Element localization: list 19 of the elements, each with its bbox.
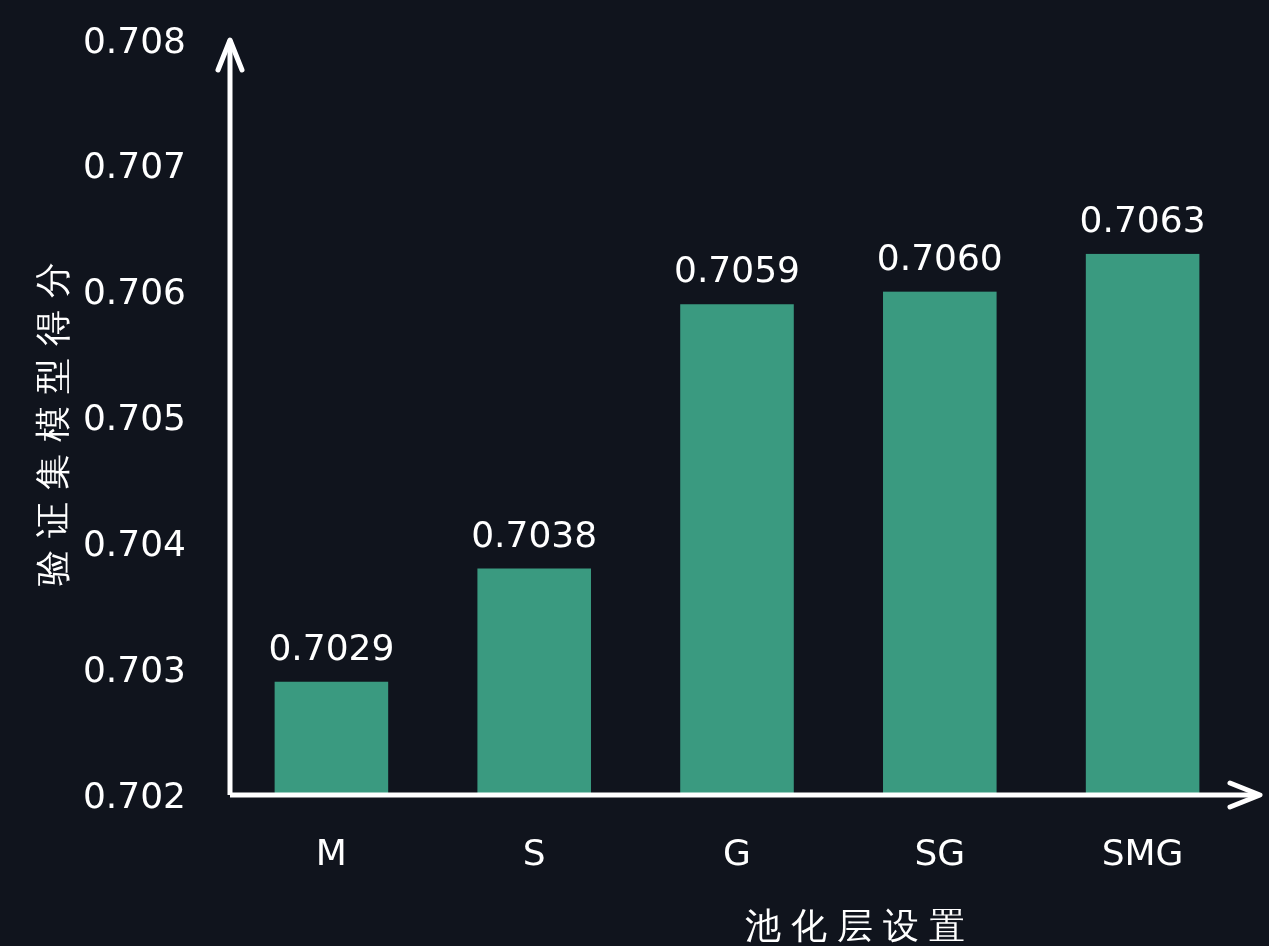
y-tick-label: 0.708: [82, 19, 186, 61]
x-tick-label: S: [522, 832, 546, 873]
data-label: 0.7038: [471, 513, 598, 555]
x-tick-label: SG: [914, 832, 966, 873]
y-tick-label: 0.703: [82, 648, 186, 690]
x-tick-label: G: [723, 832, 751, 873]
y-tick-label: 0.704: [82, 522, 186, 564]
data-label: 0.7060: [876, 236, 1003, 278]
y-tick-label: 0.706: [82, 271, 186, 313]
y-tick-label: 0.705: [82, 397, 186, 439]
data-label: 0.7059: [674, 249, 800, 291]
y-axis-title: 验证集模型得分: [31, 249, 73, 586]
y-tick-label: 0.702: [82, 774, 186, 816]
data-label: 0.7029: [268, 626, 395, 668]
x-axis-title: 池化层设置: [745, 905, 975, 946]
data-label: 0.7063: [1079, 198, 1206, 240]
x-tick-label: SMG: [1101, 832, 1184, 873]
y-tick-label: 0.707: [82, 145, 186, 187]
x-tick-label: M: [315, 832, 347, 873]
